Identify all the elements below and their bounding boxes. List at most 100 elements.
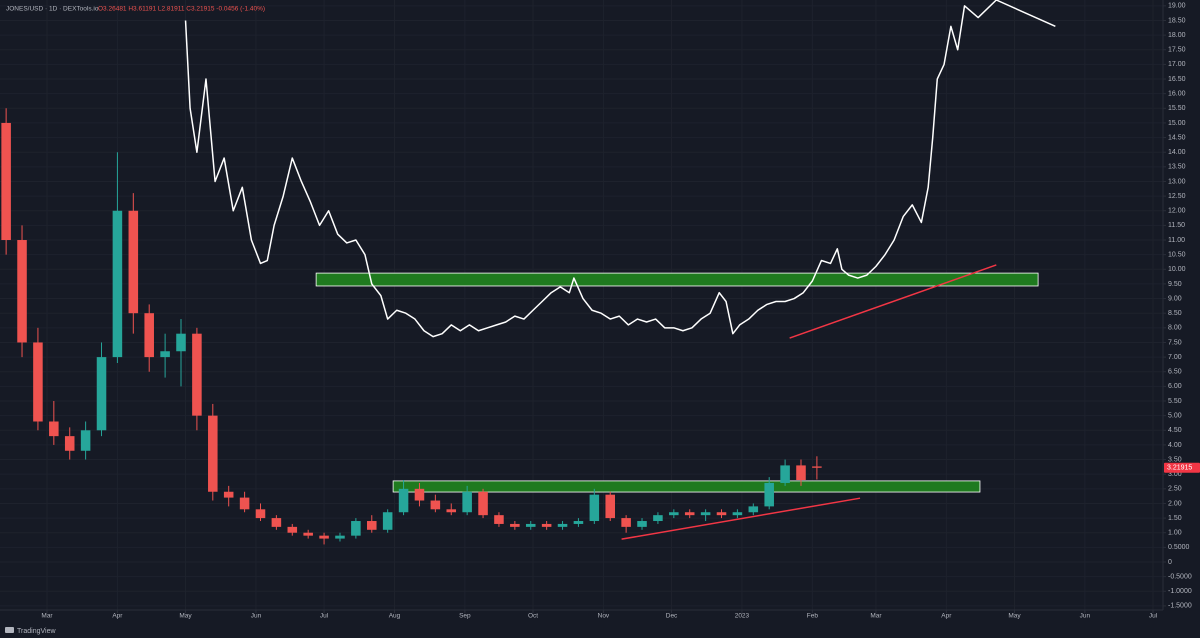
candle-body [351, 521, 361, 536]
candle-body [605, 494, 615, 519]
candle-body [637, 521, 647, 527]
zone [315, 272, 1039, 287]
y-tick-label: 16.50 [1168, 76, 1186, 83]
candle-body [541, 523, 552, 527]
candle-body [446, 509, 457, 513]
x-tick-label: Aug [389, 613, 401, 620]
x-tick-label: May [1008, 613, 1021, 620]
symbol-label: JONES/USD · 1D · DEXTools.io [6, 6, 99, 13]
candle-body [96, 357, 107, 431]
x-tick-label: Jul [320, 613, 329, 620]
y-tick-label: 11.50 [1168, 222, 1185, 229]
candle-body [239, 497, 250, 510]
candle-body [255, 509, 266, 519]
y-tick-label: 2.00 [1168, 500, 1182, 507]
x-tick-label: Oct [528, 613, 538, 620]
y-tick-label: 1.50 [1168, 515, 1182, 522]
candle-body [17, 240, 27, 343]
candle-body [748, 506, 759, 513]
x-tick-label: 2023 [735, 613, 750, 620]
candle-body [33, 342, 43, 422]
x-tick-label: Jul [1149, 613, 1158, 620]
y-tick-label: 1.00 [1168, 530, 1182, 537]
y-tick-label: 4.00 [1168, 442, 1182, 449]
candle-body [510, 523, 520, 527]
candle-body [716, 512, 727, 516]
candle-body [160, 351, 170, 358]
candle-body [208, 415, 218, 492]
y-tick-label: 6.50 [1168, 369, 1182, 376]
x-tick-label: Jun [251, 613, 262, 620]
y-tick-label: 5.00 [1168, 412, 1182, 419]
y-tick-label: 16.00 [1168, 91, 1186, 98]
candle-body [700, 512, 711, 516]
candle-body [414, 488, 425, 501]
price-line [184, 0, 1056, 338]
y-tick-label: 3.00 [1168, 471, 1182, 478]
y-tick-label: 15.50 [1168, 105, 1186, 112]
candle-body [1, 122, 11, 241]
candle-body [223, 491, 234, 498]
candle-body [144, 313, 154, 358]
candle-body [335, 535, 345, 539]
candle-body [812, 466, 822, 468]
y-tick-label: 8.00 [1168, 325, 1182, 332]
y-tick-label: 9.00 [1168, 295, 1182, 302]
y-tick-label: 7.00 [1168, 354, 1182, 361]
logo-icon [5, 627, 14, 633]
candle-body [573, 521, 584, 524]
y-tick-label: 18.00 [1168, 32, 1186, 39]
candle-body [382, 512, 393, 530]
y-tick-label: 2.50 [1168, 486, 1182, 493]
candle-body [303, 532, 313, 536]
candle-body [589, 494, 600, 522]
plot-area [1, 0, 1056, 545]
x-tick-label: Mar [870, 613, 882, 620]
candle-body [653, 515, 663, 522]
candle-body [64, 436, 75, 451]
y-tick-label: -1.5000 [1168, 603, 1192, 610]
candle-body [764, 482, 774, 507]
y-tick-label: 12.50 [1168, 193, 1186, 200]
grid [0, 0, 1163, 610]
y-tick-label: 13.00 [1168, 178, 1186, 185]
candle-body [367, 521, 377, 530]
y-tick-label: 11.00 [1168, 237, 1185, 244]
y-tick-label: 7.50 [1168, 339, 1182, 346]
x-tick-label: Nov [598, 613, 610, 620]
x-tick-label: Feb [807, 613, 819, 620]
y-tick-label: 17.00 [1168, 61, 1186, 68]
candle-body [525, 523, 536, 527]
x-tick-label: May [179, 613, 192, 620]
y-tick-label: 5.50 [1168, 398, 1182, 405]
candle-body [780, 465, 790, 483]
last-price-box [1164, 462, 1200, 473]
candle-body [621, 518, 631, 527]
candle-body [732, 512, 743, 516]
candle-body [684, 512, 695, 516]
zone [392, 480, 981, 493]
candle-body [287, 526, 298, 533]
y-tick-label: 10.00 [1168, 266, 1186, 273]
y-tick-label: 3.50 [1168, 456, 1182, 463]
y-tick-label: -0.5000 [1168, 573, 1192, 580]
candle-body [49, 421, 59, 437]
y-tick-label: 10.50 [1168, 251, 1186, 258]
footer-label: TradingView [17, 628, 56, 635]
x-tick-label: Apr [112, 613, 123, 620]
x-tick-label: Sep [459, 613, 471, 620]
y-tick-label: 19.00 [1168, 3, 1186, 10]
candle-body [112, 210, 123, 358]
y-tick-label: 8.50 [1168, 310, 1182, 317]
x-tick-label: Jun [1080, 613, 1091, 620]
y-tick-label: 14.00 [1168, 149, 1186, 156]
candle-body [80, 430, 91, 451]
y-tick-label: 0.5000 [1168, 544, 1190, 551]
y-tick-label: 18.50 [1168, 17, 1186, 24]
axes: 19.00 18.50 18.00 17.50 17.00 16.50 16.00 15.50… [41, 3, 1200, 620]
y-tick-label: 4.50 [1168, 427, 1182, 434]
y-tick-label: 17.50 [1168, 47, 1186, 54]
